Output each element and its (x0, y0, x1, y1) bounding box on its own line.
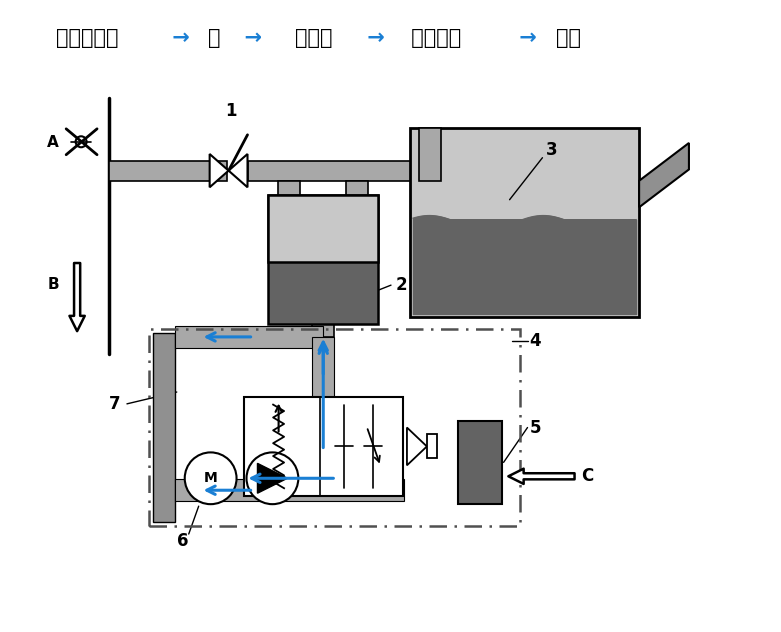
Bar (248, 161, 497, 181)
Polygon shape (639, 143, 689, 207)
Text: →: → (230, 28, 262, 48)
Text: →: → (360, 28, 385, 48)
Text: 6: 6 (177, 532, 188, 550)
Bar (149, 329, 519, 526)
Bar (244, 397, 403, 496)
Bar (413, 219, 636, 314)
Bar (269, 195, 378, 324)
Bar (427, 434, 437, 458)
Bar (312, 337, 334, 490)
Bar (458, 420, 501, 504)
Text: C: C (581, 467, 594, 485)
Bar (175, 479, 404, 501)
Polygon shape (209, 154, 229, 187)
Text: →: → (512, 28, 537, 48)
Circle shape (185, 453, 237, 504)
Bar (346, 181, 368, 240)
Text: 转换阀: 转换阀 (295, 28, 333, 48)
Text: A: A (48, 135, 59, 150)
Bar (312, 324, 334, 337)
Text: M: M (204, 471, 218, 485)
Text: →: → (165, 28, 190, 48)
Text: B: B (48, 277, 59, 291)
Text: 7: 7 (109, 395, 121, 413)
Bar (109, 161, 226, 181)
Bar (278, 181, 301, 240)
Bar (410, 128, 639, 317)
Text: 4: 4 (530, 332, 541, 350)
Polygon shape (407, 427, 427, 465)
Polygon shape (258, 463, 287, 493)
Bar (175, 326, 323, 348)
Polygon shape (229, 154, 248, 187)
Text: 油箱: 油箱 (556, 28, 581, 48)
Bar (419, 128, 440, 181)
Circle shape (247, 453, 298, 504)
Bar (269, 195, 378, 262)
Text: 空气滤清器: 空气滤清器 (56, 28, 119, 48)
Text: 3: 3 (546, 141, 557, 159)
Bar (153, 333, 175, 522)
Text: 2: 2 (396, 276, 408, 294)
Text: 1: 1 (225, 102, 237, 120)
Text: 活性炭罐: 活性炭罐 (404, 28, 461, 48)
Text: 泵: 泵 (209, 28, 221, 48)
Text: 5: 5 (530, 418, 541, 437)
